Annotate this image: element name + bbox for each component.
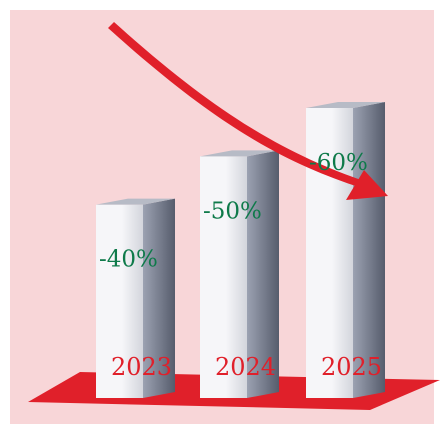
bar-top-face: [200, 150, 279, 157]
bar-top-face: [96, 198, 175, 205]
bar-value-label: -40%: [99, 247, 158, 273]
category-label: 2023: [111, 353, 172, 381]
bars-group: [96, 102, 385, 398]
bar-side-face: [143, 198, 175, 398]
trend-arrow-head: [346, 170, 388, 200]
labels-group: -40% 2023 -50% 2024 -60% 2025: [99, 150, 382, 381]
bar-value-label: -50%: [203, 198, 262, 224]
bar-front-face: [96, 204, 143, 398]
category-label: 2024: [215, 353, 276, 381]
bar-side-face: [247, 150, 279, 398]
bar-front-face: [200, 156, 247, 398]
bar-2024: [200, 150, 279, 398]
bar-2023: [96, 198, 175, 398]
bar-front-face: [306, 108, 353, 398]
bar-value-label: -60%: [309, 150, 368, 176]
category-label: 2025: [321, 353, 382, 381]
bar-top-face: [306, 102, 385, 108]
